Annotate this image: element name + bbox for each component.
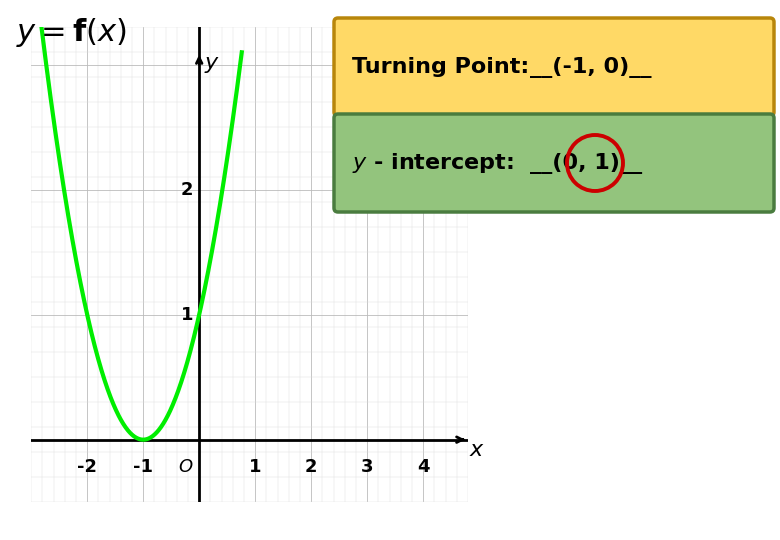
FancyBboxPatch shape [334,18,774,116]
Text: -1: -1 [133,458,153,476]
Text: $O$: $O$ [178,458,193,476]
Text: 3: 3 [361,458,374,476]
FancyBboxPatch shape [334,114,774,212]
Text: 4: 4 [417,458,430,476]
Text: 2: 2 [181,180,193,199]
Text: __(-1, 0)__: __(-1, 0)__ [530,57,651,78]
Text: -2: -2 [77,458,98,476]
Text: 1: 1 [181,306,193,323]
Text: $y$: $y$ [204,55,220,75]
Text: __(0, 1)__: __(0, 1)__ [530,152,642,173]
Text: $x$: $x$ [469,440,485,460]
Text: Turning Point:: Turning Point: [352,57,530,77]
Text: $y$ - intercept:: $y$ - intercept: [352,151,514,175]
Text: 1: 1 [249,458,261,476]
Text: 2: 2 [305,458,317,476]
Text: $y = \mathbf{f}(x)$: $y = \mathbf{f}(x)$ [16,16,126,49]
